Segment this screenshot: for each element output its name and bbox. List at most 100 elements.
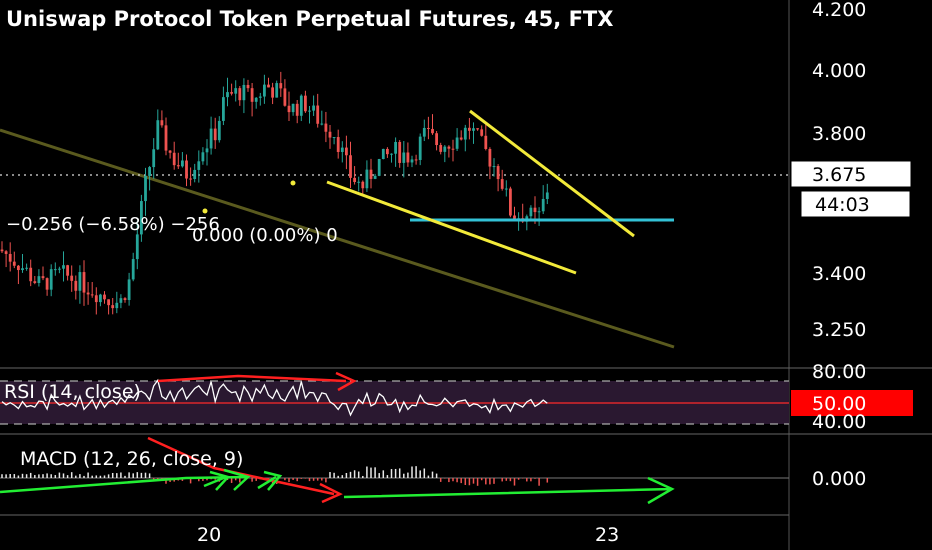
candle-body — [349, 155, 352, 178]
candle-body — [234, 88, 238, 94]
candle-body — [304, 95, 307, 112]
price-tick-4200: 4.200 — [812, 0, 866, 21]
macd-label: MACD (12, 26, close, 9) — [20, 448, 243, 470]
candle-body — [504, 188, 508, 190]
candle-body — [164, 125, 168, 151]
candle-body — [254, 97, 258, 102]
last-price-value: 3.675 — [812, 164, 866, 186]
candle-body — [197, 161, 201, 170]
rsi-path — [1, 378, 548, 417]
candle-body — [443, 146, 447, 152]
candle-body — [185, 160, 188, 179]
candle-body — [381, 148, 385, 160]
candle-body — [439, 145, 443, 152]
candle-body — [345, 147, 348, 156]
candle-body — [271, 87, 274, 98]
candle-body — [275, 83, 279, 98]
candle-body — [484, 135, 488, 149]
candle-body — [414, 159, 418, 161]
candle-body — [267, 84, 270, 88]
candle-body — [324, 123, 328, 132]
candle-body — [99, 294, 102, 303]
candle-body — [418, 136, 422, 160]
countdown-value: 44:03 — [815, 194, 870, 216]
candle-body — [246, 84, 250, 89]
candle-body — [41, 276, 45, 279]
price-tick-3250: 3.250 — [812, 319, 866, 341]
candle-body — [545, 192, 549, 199]
candle-body — [472, 128, 475, 131]
macd-arrow-green-small — [203, 470, 231, 491]
candle-body — [529, 207, 533, 217]
candle-body — [90, 294, 94, 296]
measure-label: 0.000 (0.00%) 0 — [192, 225, 338, 246]
macd-arrow-red-down — [147, 436, 343, 504]
candle-body — [17, 265, 20, 271]
candle-body — [340, 147, 344, 152]
candle-body — [152, 149, 156, 168]
candle-body — [230, 92, 233, 94]
candle-body — [140, 201, 143, 235]
candle-body — [299, 95, 303, 116]
candle-body — [193, 169, 197, 180]
candle-body — [86, 292, 90, 295]
candle-body — [4, 251, 8, 254]
candle-body — [25, 267, 28, 269]
countdown-badge — [800, 190, 911, 218]
candle-body — [119, 298, 123, 303]
candle-body — [369, 169, 373, 179]
candle-body — [213, 128, 217, 141]
candle-body — [336, 137, 340, 152]
candle-body — [488, 148, 492, 167]
candle-body — [21, 268, 24, 271]
candle-body — [127, 279, 131, 301]
candle-body — [176, 165, 180, 167]
candle-body — [500, 179, 504, 189]
rsi-value: 50.00 — [812, 393, 866, 415]
candle-body — [148, 167, 151, 176]
candle-body — [242, 84, 246, 101]
candle-body — [406, 152, 410, 163]
candle-body — [135, 234, 139, 260]
candle-body — [463, 127, 467, 140]
candle-body — [316, 105, 320, 124]
candle-body — [226, 92, 229, 98]
candle-body — [103, 294, 106, 300]
candle-body — [49, 269, 53, 290]
rsi-tick-80: 80.00 — [812, 361, 866, 383]
candle-body — [62, 265, 65, 269]
price-tick-4000: 4.000 — [812, 60, 866, 82]
candle-body — [279, 83, 283, 89]
macd-histogram — [1, 466, 549, 486]
candle-body — [189, 178, 192, 180]
candle-body — [427, 127, 430, 129]
marker-dot — [290, 180, 296, 186]
candle-body — [29, 267, 33, 282]
wedge-upper-line — [469, 109, 635, 238]
macd-arrow-green-long — [343, 476, 675, 505]
candle-body — [390, 153, 393, 155]
long-trend-line — [0, 128, 675, 349]
candle-body — [513, 215, 516, 221]
candle-body — [533, 207, 537, 213]
candle-body — [353, 177, 356, 183]
candle-body — [66, 265, 69, 276]
candle-body — [451, 148, 455, 150]
candle-body — [480, 129, 484, 136]
rsi-divergence-arrow — [157, 371, 357, 392]
candle-body — [8, 253, 12, 262]
candle-body — [78, 272, 82, 291]
candle-body — [435, 133, 438, 146]
candle-body — [365, 169, 369, 189]
rsi-tick-40: 40.00 — [812, 411, 866, 433]
candle-body — [295, 103, 299, 116]
candle-body — [308, 110, 311, 112]
candle-body — [455, 137, 459, 149]
candle-body — [377, 159, 381, 176]
candle-body — [53, 269, 57, 271]
candle-body — [205, 148, 209, 153]
candle-body — [115, 302, 119, 309]
candle-body — [263, 84, 266, 97]
rsi-line — [1, 378, 548, 417]
